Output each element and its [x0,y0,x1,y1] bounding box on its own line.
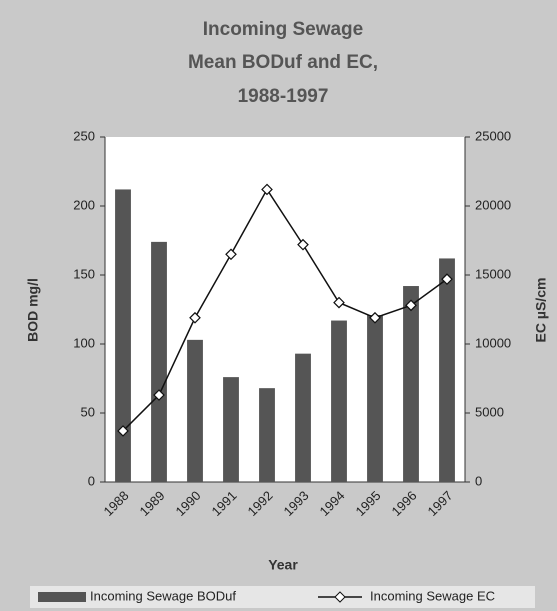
bar [187,339,203,482]
y-tick-label: 50 [81,404,95,419]
bar [259,388,275,482]
chart-title: Mean BODuf and EC, [188,52,378,73]
x-axis-title: Year [268,557,298,573]
y-tick-label: 250 [73,128,95,143]
y2-tick-label: 10000 [475,335,511,350]
marker [261,183,273,196]
bar [115,189,131,482]
line [122,187,448,432]
bar [295,353,311,482]
y-tick-label: 150 [73,266,95,281]
bar [331,320,347,482]
chart-title: Incoming Sewage [203,19,363,40]
bar [367,315,383,482]
y-tick-label: 100 [73,335,95,350]
y2-tick-label: 15000 [475,266,511,281]
legend-swatch [38,592,86,602]
bar [223,377,239,482]
y-tick-label: 0 [88,473,95,488]
bar [151,241,167,482]
marker [297,238,309,251]
legend-label: Incoming Sewage BODuf [90,588,236,603]
legend-label: Incoming Sewage EC [370,588,495,603]
marker [441,273,453,285]
marker [405,299,417,312]
bar [403,286,419,482]
y2-tick-label: 0 [475,473,482,488]
marker [333,296,345,309]
marker [117,425,129,437]
chart-title: 1988-1997 [238,86,329,107]
marker [369,311,381,324]
y-tick-label: 200 [73,197,95,212]
y2-tick-label: 25000 [475,128,511,143]
marker [189,311,201,324]
bar [439,258,455,482]
y2-tick-label: 5000 [475,404,504,419]
marker [225,248,237,261]
y2-tick-label: 20000 [475,197,511,212]
legend-swatch [334,591,346,603]
marker [153,389,165,401]
y2-axis-title: EC µS/cm [533,278,549,343]
y-axis-title: BOD mg/l [25,278,41,342]
legend [30,586,535,608]
